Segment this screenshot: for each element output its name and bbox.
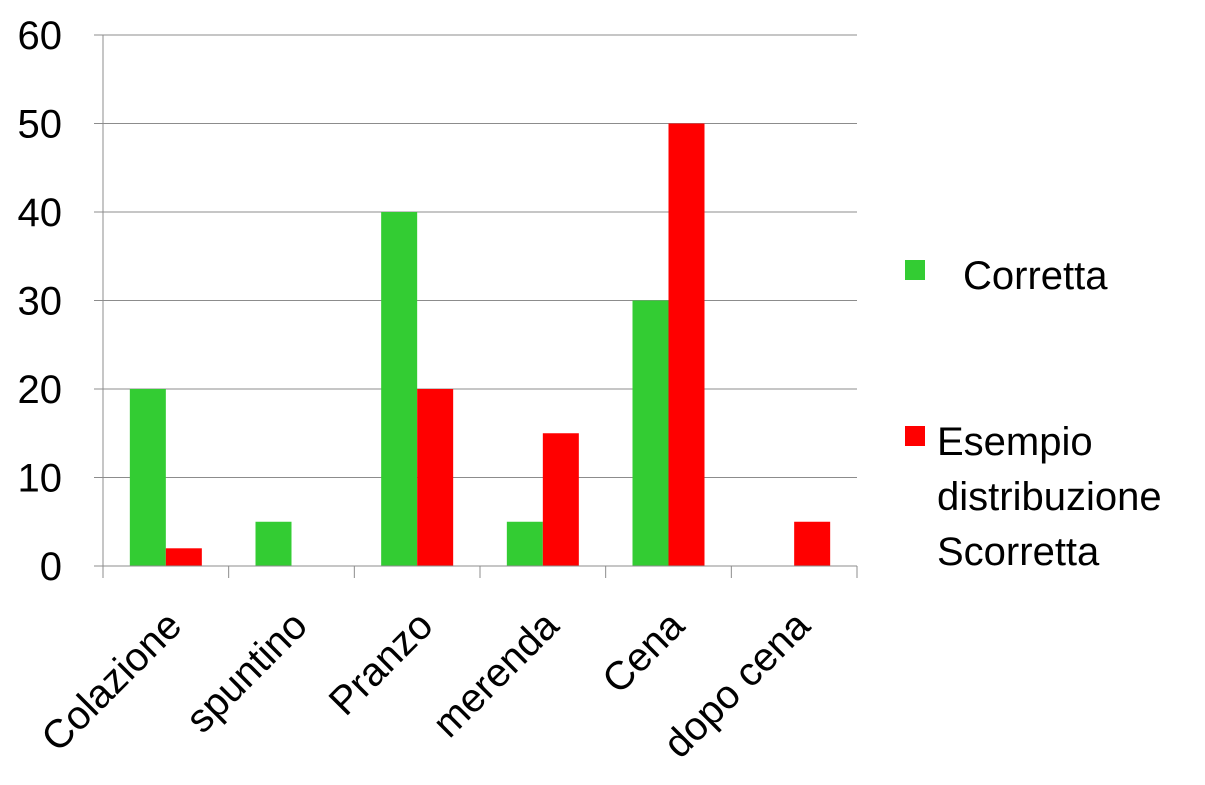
- grid-lines: [103, 34, 857, 478]
- legend-label: distribuzione: [937, 475, 1162, 519]
- bar-scorretta: [668, 123, 705, 566]
- legend-label: Esempio: [937, 420, 1093, 464]
- bar-corretta: [381, 212, 418, 566]
- x-tick-label: Colazione: [33, 603, 190, 760]
- bar-corretta: [506, 521, 543, 566]
- y-tick-label: 40: [18, 191, 63, 235]
- bar-corretta: [129, 389, 166, 566]
- legend-label: Corretta: [963, 254, 1108, 298]
- y-tick-labels: 0 10 20 30 40 50 60: [18, 14, 63, 589]
- bar-scorretta: [417, 389, 454, 566]
- bar-scorretta: [165, 548, 202, 566]
- legend-swatch: [905, 260, 925, 280]
- bars: [129, 123, 831, 566]
- y-tick-label: 30: [18, 280, 63, 324]
- bar-scorretta: [794, 521, 831, 566]
- x-tick-label: merenda: [424, 603, 567, 746]
- bar-scorretta: [542, 433, 579, 566]
- legend-swatch: [905, 426, 925, 446]
- bar-corretta: [255, 521, 292, 566]
- y-tick-label: 50: [18, 103, 63, 147]
- x-tick-label: Cena: [594, 603, 693, 702]
- legend: Corretta Esempio distribuzione Scorretta: [905, 254, 1162, 574]
- legend-label: Scorretta: [937, 530, 1100, 574]
- axes: [94, 34, 858, 578]
- y-tick-label: 60: [18, 14, 63, 58]
- y-tick-label: 0: [40, 545, 62, 589]
- bar-corretta: [632, 300, 669, 566]
- y-tick-label: 10: [18, 457, 63, 501]
- x-tick-label: Pranzo: [321, 603, 442, 724]
- x-tick-label: spuntino: [178, 603, 316, 741]
- y-tick-label: 20: [18, 368, 63, 412]
